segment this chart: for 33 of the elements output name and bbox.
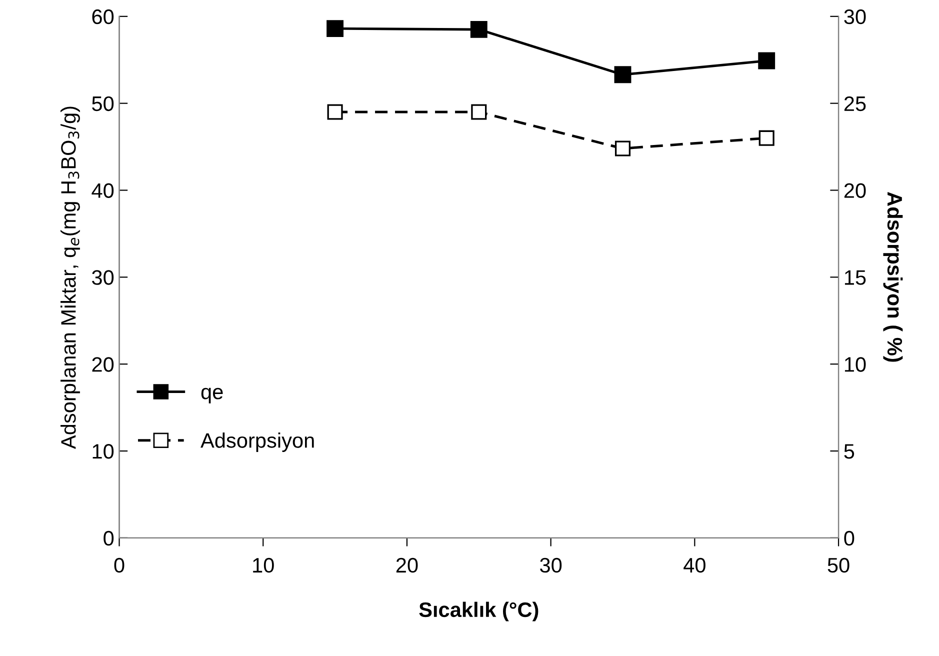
x-tick-label: 0 (114, 558, 124, 573)
y-tick-label: 30 (92, 270, 114, 285)
point (614, 140, 631, 156)
legend-label: qe (201, 388, 223, 404)
y-tick-label: 60 (92, 9, 114, 24)
y2-tick-label: 0 (844, 530, 854, 546)
point (758, 130, 774, 146)
point (327, 104, 343, 120)
y2-tick-label: 20 (844, 183, 866, 198)
y2-tick-label: 25 (844, 96, 866, 112)
y2-tick-label: 5 (844, 444, 854, 459)
legend-label: Adsorpsiyon (200, 432, 314, 452)
y2-tick-label: 10 (844, 357, 866, 372)
y-tick-label: 50 (92, 96, 114, 112)
x-tick-label: 30 (540, 558, 562, 573)
y-tick-label: 20 (92, 357, 114, 372)
x-axis-title: Sıcaklık (°C) (419, 602, 538, 622)
x-tick-label: 10 (253, 558, 274, 573)
y-tick-label: 0 (104, 530, 114, 546)
x-tick-label: 40 (684, 558, 706, 573)
point (471, 104, 487, 120)
point (614, 66, 632, 84)
point (470, 20, 488, 38)
y2-axis-title: Adsorpsiyon ( %) (883, 192, 903, 362)
y-tick-label: 10 (92, 444, 114, 459)
y-axis-title: Adsorplanan Miktar, q$_{e}$(mg H$_{3}$BO$_{3}$/g) (60, 106, 80, 449)
y-tick-label: 40 (92, 183, 114, 198)
y2-tick-label: 30 (844, 9, 866, 24)
x-tick-label: 50 (828, 558, 850, 573)
point (758, 52, 776, 70)
y2-tick-label: 15 (844, 270, 866, 285)
point (326, 20, 344, 38)
x-tick-label: 20 (396, 558, 418, 573)
